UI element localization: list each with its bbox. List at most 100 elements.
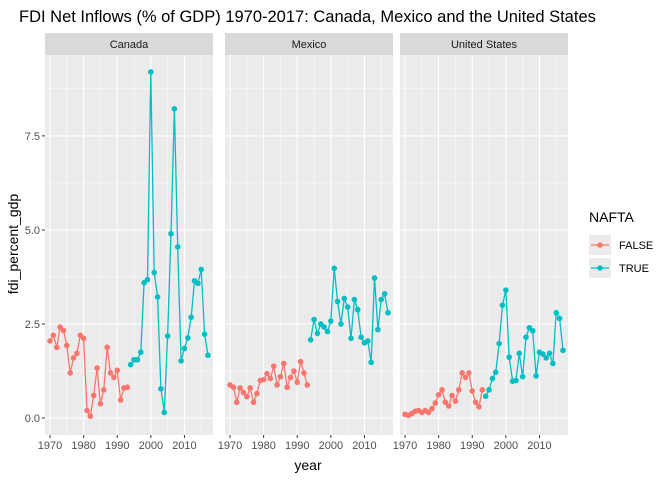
data-point bbox=[304, 382, 311, 388]
x-tick-label: 2000 bbox=[319, 440, 343, 452]
data-point bbox=[348, 335, 354, 342]
x-tick-label: 1980 bbox=[426, 440, 450, 452]
data-point bbox=[101, 387, 107, 393]
data-point bbox=[97, 400, 104, 407]
series-true bbox=[307, 265, 391, 366]
data-point bbox=[449, 392, 455, 399]
data-point bbox=[543, 355, 549, 361]
data-point bbox=[264, 370, 270, 377]
data-point bbox=[334, 298, 341, 305]
data-point bbox=[291, 368, 297, 374]
data-point bbox=[287, 374, 294, 381]
panel-background bbox=[225, 55, 393, 435]
data-point bbox=[161, 409, 168, 416]
data-point bbox=[270, 363, 277, 369]
series-false bbox=[402, 370, 486, 419]
data-point bbox=[53, 344, 60, 351]
data-point bbox=[114, 367, 121, 374]
data-point bbox=[137, 349, 144, 356]
y-tick-label: 2.5 bbox=[25, 319, 40, 331]
legend-title: NAFTA bbox=[589, 209, 635, 225]
data-point bbox=[307, 337, 314, 343]
data-point bbox=[164, 333, 171, 339]
x-tick-label: 2000 bbox=[139, 440, 163, 452]
data-point bbox=[174, 244, 181, 250]
data-point bbox=[107, 370, 114, 376]
data-point bbox=[237, 385, 243, 391]
data-point bbox=[117, 397, 124, 403]
data-point bbox=[60, 327, 67, 334]
data-point bbox=[476, 403, 482, 410]
data-point bbox=[188, 314, 194, 321]
facet-strip-label: Canada bbox=[110, 39, 149, 51]
data-point bbox=[240, 389, 247, 396]
data-point bbox=[560, 347, 566, 354]
data-point bbox=[134, 356, 141, 363]
data-point bbox=[499, 302, 506, 308]
data-point bbox=[533, 373, 539, 379]
data-point bbox=[459, 370, 465, 376]
data-point bbox=[50, 332, 57, 339]
x-tick-label: 1970 bbox=[218, 440, 242, 452]
data-point bbox=[67, 370, 73, 376]
data-point bbox=[503, 287, 509, 293]
data-point bbox=[378, 296, 385, 303]
data-point bbox=[127, 361, 134, 368]
data-point bbox=[274, 382, 280, 388]
data-point bbox=[84, 407, 90, 414]
data-point bbox=[178, 358, 184, 364]
data-point bbox=[277, 373, 284, 380]
legend: NAFTA FALSE TRUE bbox=[589, 209, 653, 278]
data-point bbox=[516, 350, 523, 357]
data-point bbox=[198, 266, 205, 273]
x-axis-label: year bbox=[294, 457, 322, 473]
data-point bbox=[435, 391, 442, 398]
data-point bbox=[338, 321, 344, 327]
data-point bbox=[301, 370, 307, 376]
data-point bbox=[341, 295, 348, 302]
data-point bbox=[324, 328, 331, 335]
data-point bbox=[351, 296, 358, 303]
data-point bbox=[540, 351, 546, 357]
data-point bbox=[111, 374, 117, 381]
data-point bbox=[144, 276, 151, 283]
data-point bbox=[311, 316, 317, 323]
data-point bbox=[368, 359, 374, 366]
data-point bbox=[371, 275, 378, 281]
facet-strip bbox=[45, 33, 213, 55]
facet-united-states: United States 1970 1980 1990 2000 2010 bbox=[393, 33, 568, 452]
y-tick-label: 7.5 bbox=[25, 131, 40, 143]
data-point bbox=[148, 69, 154, 75]
data-point bbox=[385, 309, 391, 316]
x-tick-label: 1990 bbox=[105, 440, 129, 452]
legend-key-point bbox=[597, 242, 603, 248]
facet-strip bbox=[225, 33, 393, 55]
legend-key-label: TRUE bbox=[619, 263, 649, 275]
data-point bbox=[456, 387, 462, 393]
series-false bbox=[227, 358, 311, 406]
data-point bbox=[158, 385, 164, 392]
data-point bbox=[452, 398, 459, 404]
data-point bbox=[462, 374, 469, 381]
data-point bbox=[331, 265, 338, 272]
data-point bbox=[365, 338, 371, 344]
x-tick-label: 1970 bbox=[38, 440, 62, 452]
x-tick-label: 2010 bbox=[527, 440, 551, 452]
data-point bbox=[314, 330, 321, 337]
data-point bbox=[205, 352, 211, 359]
chart-title: FDI Net Inflows (% of GDP) 1970-2017: Ca… bbox=[19, 8, 596, 26]
data-point bbox=[181, 345, 188, 352]
data-point bbox=[472, 399, 479, 406]
y-axis-label: fdi_percent_gdp bbox=[5, 194, 21, 295]
data-point bbox=[64, 342, 70, 349]
data-point bbox=[489, 375, 496, 382]
data-point bbox=[513, 377, 519, 384]
panel-background bbox=[400, 55, 568, 435]
facet-mexico: Mexico 1970 1980 1990 2000 2010 bbox=[218, 33, 393, 452]
facet-strip bbox=[400, 33, 568, 55]
data-point bbox=[442, 399, 449, 406]
data-point bbox=[250, 399, 257, 406]
data-point bbox=[104, 344, 110, 351]
facet-strip-label: United States bbox=[451, 39, 518, 51]
data-point bbox=[254, 390, 260, 397]
